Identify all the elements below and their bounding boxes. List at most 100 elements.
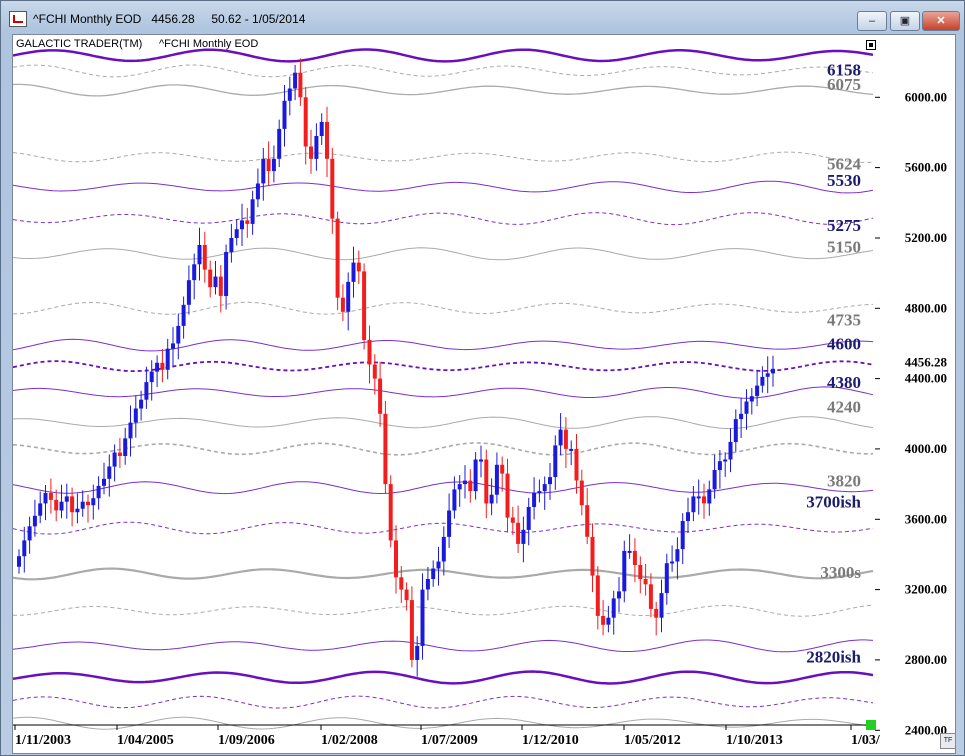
candle-body[interactable] — [675, 549, 680, 562]
candle-body[interactable] — [404, 589, 409, 601]
candle-body[interactable] — [707, 489, 712, 504]
candle-body[interactable] — [303, 97, 308, 147]
candle-body[interactable] — [298, 72, 303, 98]
candle-body[interactable] — [654, 608, 659, 618]
candle-body[interactable] — [728, 441, 733, 460]
candle-body[interactable] — [165, 348, 170, 370]
candle-body[interactable] — [569, 448, 574, 451]
candle-body[interactable] — [553, 445, 558, 477]
chart-status-square[interactable] — [866, 720, 876, 730]
candle-body[interactable] — [659, 593, 664, 618]
candle-body[interactable] — [102, 478, 106, 486]
candle-body[interactable] — [314, 136, 319, 159]
candle-body[interactable] — [378, 378, 383, 414]
candle-body[interactable] — [643, 579, 648, 585]
candle-body[interactable] — [192, 264, 197, 281]
candle-body[interactable] — [548, 477, 552, 485]
candle-body[interactable] — [149, 371, 154, 383]
candle-body[interactable] — [287, 88, 292, 101]
candle-body[interactable] — [771, 368, 775, 374]
candle-body[interactable] — [43, 492, 48, 504]
candle-body[interactable] — [463, 480, 467, 485]
candle-body[interactable] — [309, 146, 313, 159]
candle-body[interactable] — [133, 408, 138, 423]
candle-body[interactable] — [765, 373, 770, 377]
candle-body[interactable] — [86, 501, 90, 506]
candle-body[interactable] — [261, 158, 266, 184]
candle-body[interactable] — [415, 645, 420, 660]
candle-body[interactable] — [723, 459, 728, 462]
candle-body[interactable] — [234, 229, 239, 238]
candle-body[interactable] — [282, 100, 287, 129]
candle-body[interactable] — [691, 496, 696, 513]
candle-body[interactable] — [48, 492, 53, 500]
candle-body[interactable] — [202, 245, 207, 270]
candle-body[interactable] — [420, 589, 425, 646]
candle-body[interactable] — [27, 526, 32, 541]
chart-app-icon[interactable] — [9, 11, 27, 27]
candle-body[interactable] — [457, 484, 462, 490]
candle-body[interactable] — [22, 540, 27, 557]
chart-panel[interactable]: 6158 6075 5624 5530 5275 5150 4735 4600 4380 4240… — [12, 34, 956, 754]
candle-body[interactable] — [32, 515, 37, 527]
candle-body[interactable] — [558, 429, 563, 446]
candle-body[interactable] — [346, 281, 351, 312]
candle-body[interactable] — [245, 220, 250, 224]
candle-body[interactable] — [144, 382, 149, 400]
candle-body[interactable] — [563, 429, 568, 449]
candle-body[interactable] — [59, 501, 64, 511]
candle-body[interactable] — [664, 563, 669, 594]
close-button[interactable]: ✕ — [922, 11, 960, 31]
candle-body[interactable] — [255, 183, 260, 200]
candle-body[interactable] — [494, 464, 499, 495]
candle-body[interactable] — [160, 362, 165, 370]
candle-body[interactable] — [319, 121, 324, 136]
candle-body[interactable] — [213, 276, 218, 288]
chart-corner-toggle[interactable] — [866, 40, 876, 50]
candle-body[interactable] — [585, 505, 590, 537]
candle-body[interactable] — [479, 459, 483, 462]
candle-body[interactable] — [760, 376, 765, 386]
candle-body[interactable] — [670, 561, 675, 564]
candle-body[interactable] — [537, 491, 542, 494]
candle-body[interactable] — [638, 565, 643, 580]
candle-body[interactable] — [240, 220, 244, 230]
candle-body[interactable] — [367, 339, 372, 365]
candle-body[interactable] — [611, 598, 616, 618]
candle-body[interactable] — [744, 401, 749, 414]
candle-body[interactable] — [532, 492, 537, 507]
candle-body[interactable] — [107, 466, 112, 479]
candle-body[interactable] — [579, 480, 584, 506]
candle-body[interactable] — [139, 399, 144, 409]
candle-body[interactable] — [717, 461, 722, 470]
candle-body[interactable] — [436, 561, 441, 569]
candle-body[interactable] — [739, 413, 744, 420]
candle-body[interactable] — [96, 485, 101, 499]
candle-body[interactable] — [542, 484, 547, 492]
candle-body[interactable] — [627, 550, 632, 553]
maximize-button[interactable]: ▣ — [890, 11, 920, 31]
candle-body[interactable] — [431, 568, 436, 580]
candle-body[interactable] — [489, 494, 494, 504]
candle-body[interactable] — [351, 262, 356, 282]
candle-body[interactable] — [335, 218, 340, 298]
candle-body[interactable] — [755, 385, 760, 397]
candle-body[interactable] — [648, 584, 653, 609]
candle-body[interactable] — [330, 158, 335, 219]
candle-body[interactable] — [117, 452, 122, 457]
candle-body[interactable] — [340, 297, 345, 312]
candle-body[interactable] — [394, 540, 398, 578]
candle-body[interactable] — [632, 550, 637, 565]
candle-body[interactable] — [590, 536, 595, 576]
candle-body[interactable] — [516, 522, 521, 544]
candle-body[interactable] — [266, 158, 271, 172]
candle-body[interactable] — [447, 510, 452, 537]
candle-body[interactable] — [409, 600, 414, 660]
candle-body[interactable] — [224, 252, 229, 296]
candle-body[interactable] — [362, 271, 367, 340]
candle-body[interactable] — [500, 464, 505, 474]
candle-body[interactable] — [208, 269, 213, 288]
candle-body[interactable] — [510, 517, 515, 523]
candle-body[interactable] — [595, 575, 600, 616]
candle-body[interactable] — [372, 364, 377, 379]
